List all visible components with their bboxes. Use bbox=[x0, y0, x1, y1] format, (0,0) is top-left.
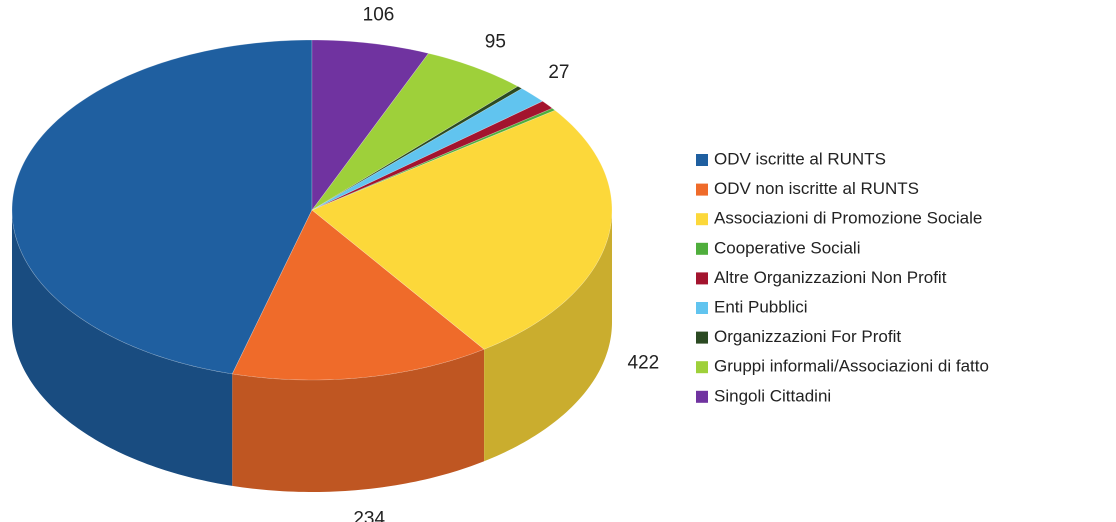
legend-label: ODV iscritte al RUNTS bbox=[714, 149, 886, 168]
value-label: 422 bbox=[628, 353, 660, 374]
slice bbox=[311, 88, 544, 211]
slice bbox=[11, 39, 313, 375]
value-label: 234 bbox=[353, 509, 385, 522]
value-label: 27 bbox=[548, 62, 569, 83]
legend-label: ODV non iscritte al RUNTS bbox=[714, 179, 919, 198]
slice-side bbox=[484, 210, 612, 462]
slice bbox=[311, 39, 429, 211]
slice bbox=[311, 52, 519, 211]
value-label: 95 bbox=[485, 31, 506, 52]
legend-swatch bbox=[696, 361, 708, 374]
legend-swatch bbox=[696, 154, 708, 166]
slice bbox=[311, 100, 553, 211]
legend-label: Enti Pubblici bbox=[714, 297, 808, 316]
legend-swatch bbox=[696, 331, 708, 344]
slice bbox=[311, 109, 613, 350]
legend-label: Gruppi informali/Associazioni di fatto bbox=[714, 357, 989, 376]
legend-swatch bbox=[696, 390, 708, 403]
value-label: 106 bbox=[363, 4, 395, 25]
legend-label: Singoli Cittadini bbox=[714, 386, 831, 405]
legend-swatch bbox=[696, 302, 708, 314]
legend-swatch bbox=[696, 272, 708, 285]
legend-label: Cooperative Sociali bbox=[714, 238, 860, 257]
slice-side bbox=[12, 210, 233, 486]
slice bbox=[231, 209, 485, 381]
legend-swatch bbox=[696, 213, 708, 226]
legend-swatch bbox=[696, 183, 708, 196]
slice-side bbox=[232, 349, 485, 492]
legend-label: Organizzazioni For Profit bbox=[714, 327, 901, 346]
legend-label: Associazioni di Promozione Sociale bbox=[714, 209, 982, 228]
legend-swatch bbox=[696, 242, 708, 255]
legend-label: Altre Organizzazioni Non Profit bbox=[714, 268, 947, 287]
